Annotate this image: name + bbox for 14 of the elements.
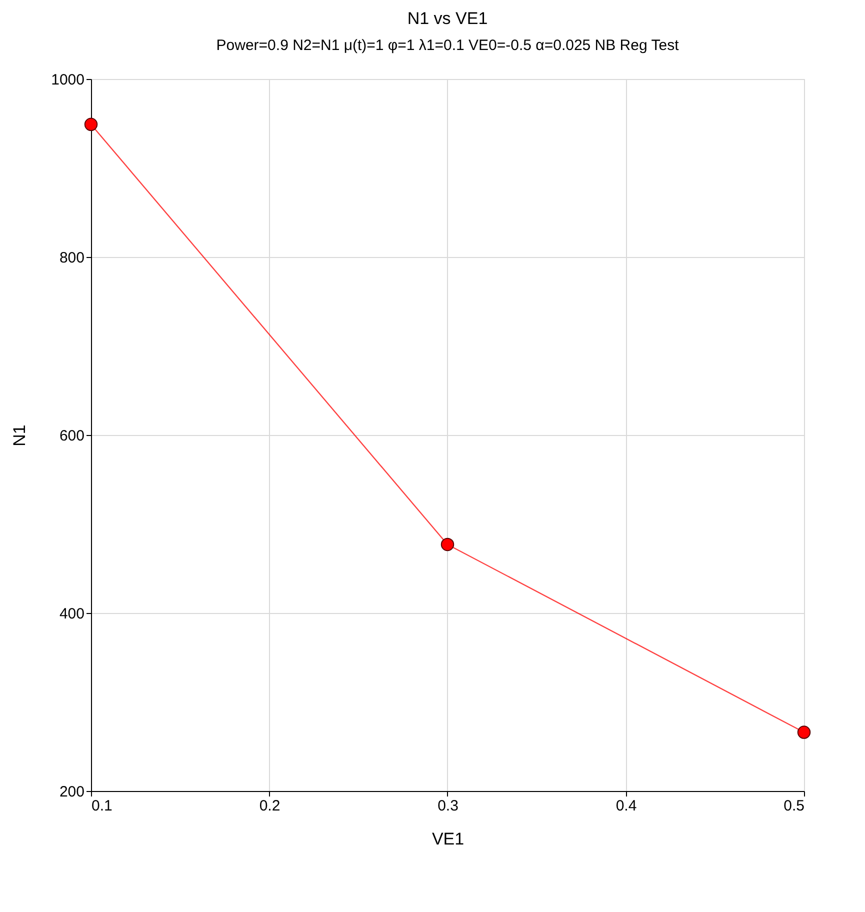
y-axis-title: N1	[10, 424, 30, 446]
y-tick-label: 400	[59, 606, 84, 622]
y-tick-label: 600	[59, 428, 84, 444]
x-tick-label: 0.4	[616, 798, 637, 814]
y-tick-label: 800	[59, 250, 84, 266]
x-tick-label: 0.2	[259, 798, 280, 814]
x-tick-label: 0.1	[92, 798, 112, 814]
x-tick-label: 0.5	[784, 798, 804, 814]
x-axis-title: VE1	[432, 830, 464, 848]
y-tick-label: 200	[59, 784, 84, 800]
y-tick-label: 1000	[51, 72, 84, 88]
chart-title: N1 vs VE1	[407, 9, 488, 28]
chart-subtitle: Power=0.9 N2=N1 μ(t)=1 φ=1 λ1=0.1 VE0=-0.5 α=0.025 NB Reg Test	[216, 37, 680, 54]
x-tick-label: 0.3	[438, 798, 458, 814]
